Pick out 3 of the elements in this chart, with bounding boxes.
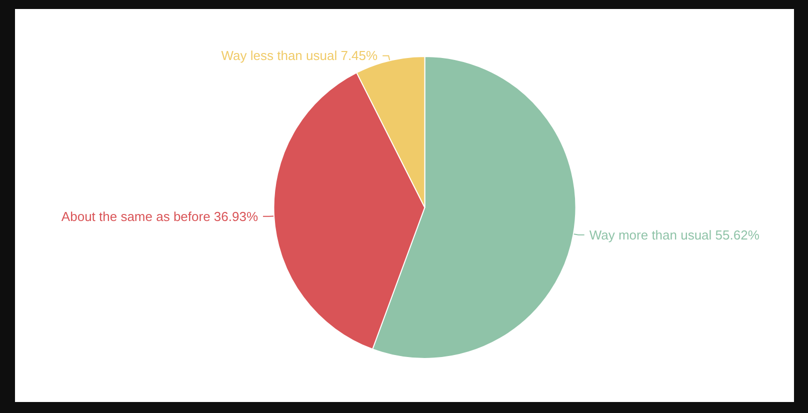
slice-label: About the same as before 36.93% <box>61 208 258 224</box>
slice-label: Way less than usual 7.45% <box>221 48 378 64</box>
slice-label: Way more than usual 55.62% <box>589 227 760 242</box>
